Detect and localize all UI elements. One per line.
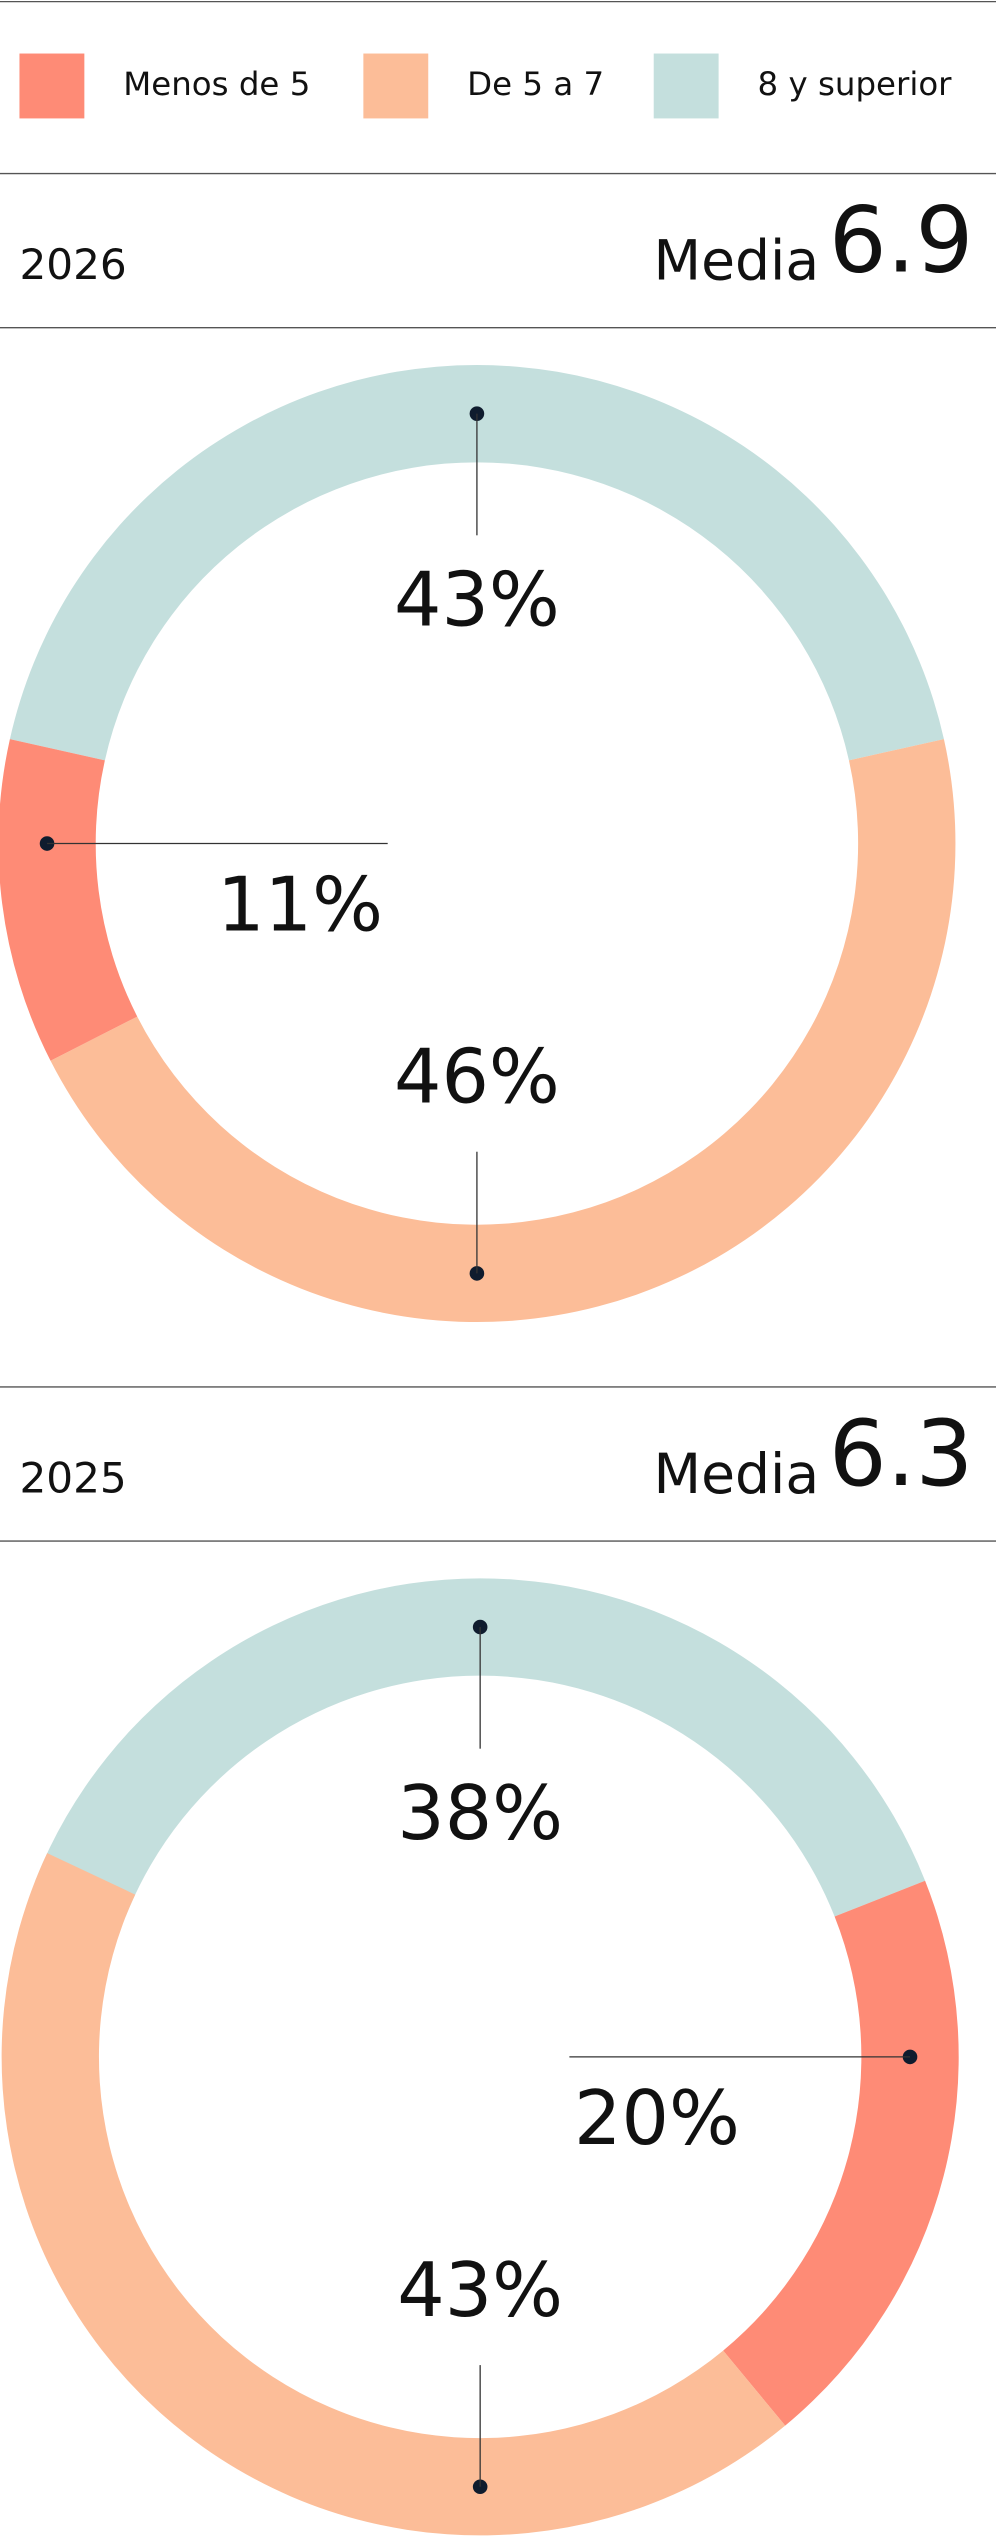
- value-label: 11%: [217, 862, 383, 949]
- mean-value: 6.9: [829, 188, 973, 293]
- value-label: 38%: [397, 1770, 563, 1857]
- leader-dot: [39, 836, 55, 851]
- mean-label: Media: [654, 230, 820, 294]
- mean-value: 6.3: [829, 1402, 973, 1507]
- legend-swatch: [653, 53, 719, 119]
- value-label: 46%: [394, 1033, 560, 1120]
- legend-swatch: [19, 53, 85, 119]
- donut-segment: [723, 1880, 959, 2426]
- donut-segment: [35, 1578, 926, 1917]
- legend-swatch: [363, 53, 429, 119]
- year-label: 2025: [19, 1454, 126, 1503]
- value-label: 43%: [394, 557, 560, 644]
- legend-label: 8 y superior: [758, 65, 953, 103]
- donut-segment: [1, 1853, 786, 2536]
- value-label: 20%: [574, 2075, 740, 2162]
- donut-segment: [0, 739, 138, 1061]
- donut-segment: [50, 739, 956, 1323]
- year-label: 2026: [19, 240, 126, 289]
- value-label: 43%: [397, 2247, 563, 2334]
- mean-label: Media: [654, 1443, 820, 1507]
- donut-segment: [9, 364, 944, 761]
- legend-label: Menos de 5: [123, 65, 310, 103]
- legend-label: De 5 a 7: [467, 65, 604, 103]
